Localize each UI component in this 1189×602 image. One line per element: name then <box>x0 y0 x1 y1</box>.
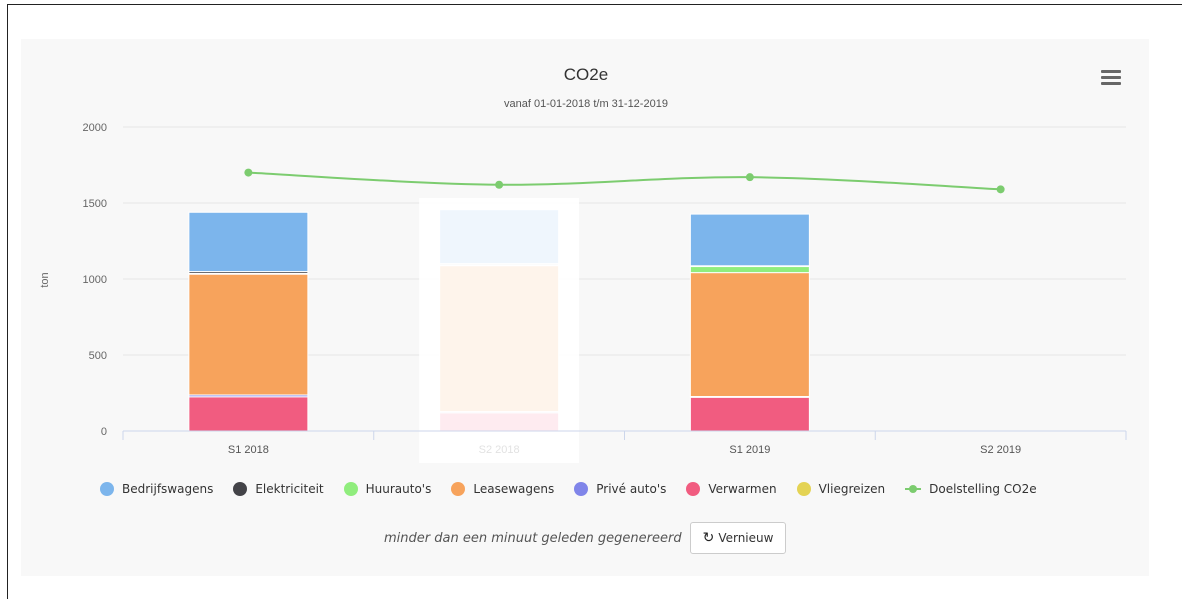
x-tick-label: S1 2019 <box>729 444 770 456</box>
legend-dot-icon <box>233 482 248 496</box>
x-tick-label: S2 2018 <box>479 444 520 456</box>
legend-dot-icon <box>686 482 701 496</box>
legend-item[interactable]: Doelstelling CO2e <box>905 482 1037 496</box>
generated-note: minder dan een minuut geleden gegenereer… <box>384 530 682 546</box>
bar-dimmed-overlay <box>419 198 580 463</box>
legend: Bedrijfswagens Elektriciteit Huurauto's Lea… <box>100 477 1057 501</box>
y-tick-label: 500 <box>89 350 107 362</box>
chart-title: CO2e <box>564 65 608 84</box>
legend-item[interactable]: Verwarmen <box>686 482 777 496</box>
legend-dot-icon <box>451 482 466 496</box>
legend-label: Vliegreizen <box>818 482 886 496</box>
bar-segment <box>689 213 810 267</box>
chart-menu-icon[interactable] <box>1101 68 1121 88</box>
chart-subtitle: vanaf 01-01-2018 t/m 31-12-2019 <box>504 98 668 110</box>
bar-segment <box>689 396 810 432</box>
legend-item[interactable]: Privé auto's <box>574 482 666 496</box>
legend-dot-icon <box>343 482 358 496</box>
legend-label: Bedrijfswagens <box>122 482 214 496</box>
legend-item[interactable]: Leasewagens <box>451 482 554 496</box>
footer: minder dan een minuut geleden gegenereer… <box>384 521 787 555</box>
legend-dot-icon <box>796 482 811 496</box>
legend-label: Huurauto's <box>365 482 432 496</box>
target-point <box>495 180 504 189</box>
legend-item[interactable]: Elektriciteit <box>233 482 324 496</box>
legend-dot-icon <box>100 482 114 496</box>
y-axis-label: ton <box>39 272 51 287</box>
legend-label: Leasewagens <box>473 482 555 496</box>
legend-item[interactable]: Bedrijfswagens <box>100 482 213 496</box>
legend-label: Verwarmen <box>708 482 777 496</box>
target-line <box>248 171 1001 191</box>
refresh-icon: ↻ <box>702 530 715 546</box>
x-tick-label: S2 2019 <box>980 444 1021 456</box>
bar-segment <box>188 396 309 432</box>
target-point <box>745 173 754 182</box>
legend-label: Elektriciteit <box>255 482 324 496</box>
bar-segment <box>689 266 810 274</box>
bar-segment <box>188 211 309 273</box>
legend-label: Privé auto's <box>596 482 667 496</box>
target-point <box>996 185 1005 194</box>
y-tick-label: 1000 <box>83 274 107 286</box>
y-tick-label: 0 <box>101 426 107 438</box>
y-tick-label: 1500 <box>83 198 107 210</box>
bar-segment <box>188 273 309 396</box>
x-tick-label: S1 2018 <box>228 444 269 456</box>
legend-dot-icon <box>574 482 589 496</box>
refresh-button[interactable]: ↻ Vernieuw <box>689 522 787 554</box>
outer-frame <box>7 4 1182 599</box>
bar-segment <box>689 272 810 397</box>
legend-item[interactable]: Huurauto's <box>343 482 432 496</box>
target-point <box>244 168 253 177</box>
legend-item[interactable]: Vliegreizen <box>796 482 886 496</box>
y-tick-label: 2000 <box>83 122 107 134</box>
legend-label: Doelstelling CO2e <box>929 482 1037 496</box>
legend-line-marker-icon <box>905 482 922 496</box>
refresh-button-label: Vernieuw <box>718 531 774 545</box>
